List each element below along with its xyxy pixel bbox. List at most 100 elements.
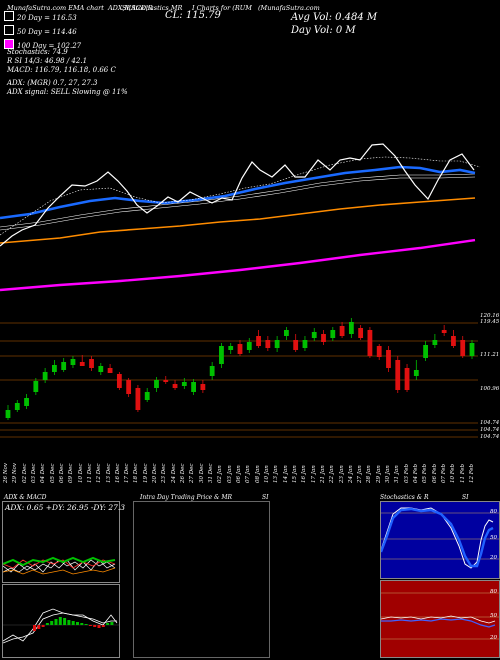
candle-body [432, 340, 438, 345]
adx-value: ADX: (MGR) 0.7, 27, 27.3 [7, 79, 98, 87]
avg-volume: Avg Vol: 0.484 M [291, 12, 378, 23]
date-label: 10 Jan [263, 465, 270, 483]
candle-body [79, 362, 85, 366]
candle-body [293, 340, 299, 350]
candle-body [311, 332, 317, 338]
date-label: 23 Jan [338, 465, 345, 483]
macd-histogram-bar [45, 623, 49, 625]
date-label: 17 Dec [124, 463, 131, 484]
candle-body [274, 340, 280, 348]
date-label: 06 Jan [236, 465, 242, 483]
macd-histogram-bar [110, 622, 114, 625]
date-label: 06 Dec [58, 463, 65, 484]
macd-histogram-bar [97, 625, 101, 628]
date-label: 31 Jan [394, 465, 401, 483]
candle-body [172, 384, 178, 388]
adx-panel-values: ADX: 0.65 +DY: 26.95 -DY: 27.3 [5, 503, 126, 512]
legend-swatch-icon [4, 25, 14, 35]
candle-body [284, 330, 289, 336]
date-label: 03 Jan [226, 465, 233, 483]
macd-histogram-bar [101, 625, 105, 627]
date-label: 20 Dec [152, 463, 159, 484]
candle-body [61, 362, 67, 370]
candle-body [33, 381, 39, 392]
intraday-panel-title: Intra Day Trading Price & MR [140, 494, 233, 501]
ema50-line-outline [0, 176, 476, 231]
macd-histogram-bar [76, 622, 79, 625]
date-label: 08 Jan [254, 465, 261, 483]
date-label: 29 Nov [12, 463, 19, 483]
date-label: 19 Dec [142, 463, 149, 484]
date-label: 02 Dec [21, 463, 28, 484]
date-label: 04 Feb [413, 463, 420, 483]
candle-body [200, 384, 206, 390]
candle-body [70, 359, 76, 365]
candle-body [451, 336, 456, 346]
candle-body [98, 366, 104, 372]
date-label: 26 Nov [3, 463, 9, 483]
stochastics-chart [381, 507, 499, 569]
stoch-level-80: 80 [490, 509, 497, 515]
adx-line-2 [3, 559, 116, 573]
date-label: 02 Jan [217, 465, 224, 483]
macd-histogram-bar [84, 624, 88, 625]
price-line [0, 143, 475, 247]
legend-swatch-icon [4, 39, 14, 49]
candlesticks [5, 318, 475, 420]
macd-histogram-bar [106, 623, 110, 625]
header-text-3: I Charts for (RUM [192, 4, 252, 12]
macd-histogram-bar [80, 623, 84, 625]
candle-body [24, 398, 29, 406]
date-label: 13 Dec [105, 463, 112, 484]
minus-di-line [3, 559, 116, 569]
date-label: 13 Jan [273, 465, 280, 483]
ema50-line [0, 173, 476, 228]
candle-body [209, 366, 215, 376]
date-label: 06 Feb [431, 463, 438, 483]
ema20-blue-line [0, 165, 476, 220]
date-label: 28 Jan [366, 465, 373, 483]
date-label: 14 Jan [282, 465, 289, 483]
date-label: 30 Dec [198, 463, 205, 484]
main-chart [0, 143, 481, 438]
stoch-level-20: 20 [490, 555, 497, 561]
legend-item-50day: 50 Day = 114.46 [4, 25, 81, 36]
date-label: 03 Feb [403, 463, 410, 483]
date-label: 15 Jan [291, 465, 298, 483]
date-label: 07 Feb [441, 463, 448, 483]
date-label: 11 Dec [86, 463, 93, 484]
adx-chart [3, 556, 116, 575]
price-label: 104.74 [480, 434, 500, 440]
candle-body [339, 326, 345, 336]
stochastics-value: Stochastics: 74.9 [7, 48, 68, 56]
candle-body [469, 343, 475, 356]
candle-body [219, 346, 224, 364]
adx-panel: ADX: 0.65 +DY: 26.95 -DY: 27.3 [2, 501, 125, 583]
candle-body [376, 346, 382, 357]
adx-orange-line [3, 567, 116, 575]
date-label: 16 Jan [301, 465, 308, 483]
date-label: 12 Feb [469, 463, 475, 483]
date-label: 24 Jan [347, 465, 354, 483]
legend-swatch-icon [4, 11, 14, 21]
macd-value: MACD: 116.79, 116.18, 0.66 C [7, 66, 116, 74]
legend-item-20day: 20 Day = 116.53 [4, 11, 81, 22]
date-label: 03 Dec [30, 463, 37, 484]
candle-body [144, 392, 150, 400]
date-label: 10 Feb [450, 463, 457, 483]
macd-chart [3, 608, 119, 644]
header-text-4: (MunafaSutra.com [258, 4, 320, 12]
candle-body [441, 330, 447, 333]
rsi-panel: 80 50 20 [380, 580, 500, 658]
macd-histogram-bar [33, 625, 36, 631]
legend: 20 Day = 116.53 50 Day = 114.46 100 Day … [4, 11, 81, 50]
date-label: 05 Feb [422, 463, 429, 483]
macd-panel [2, 584, 120, 658]
date-label: 16 Dec [114, 463, 121, 484]
date-label: 26 Dec [180, 463, 187, 484]
macd-histogram-bar [37, 625, 41, 629]
legend-item-100day: 100 Day = 102.27 [4, 39, 81, 50]
candle-body [265, 340, 271, 348]
price-label: 111.21 [480, 352, 500, 358]
close-price: CL: 115.79 [165, 10, 221, 21]
